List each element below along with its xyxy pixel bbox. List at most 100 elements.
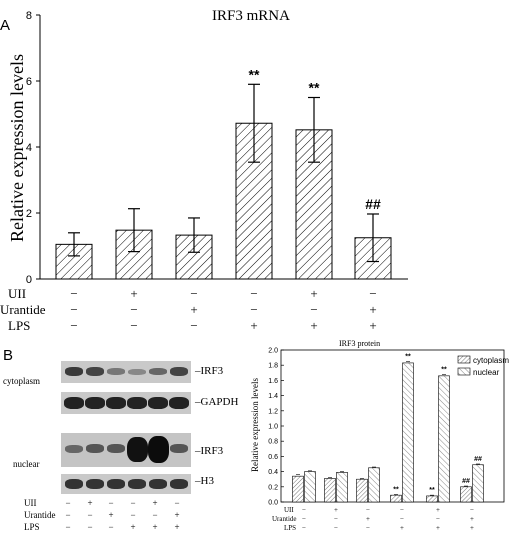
- blot-treatment-sign: −: [152, 510, 157, 520]
- blot-treatment-label: UII: [24, 498, 37, 508]
- chart-b-treatment-sign: +: [400, 524, 404, 532]
- chart-b-treatment-sign: −: [470, 506, 474, 514]
- treatment-sign: +: [369, 302, 376, 317]
- chart-b-treatment-sign: −: [366, 524, 370, 532]
- chart-a-ytick-label: 2: [26, 208, 32, 220]
- blot-band-label-irf3-nuc: –IRF3: [194, 445, 224, 457]
- chart-b-treatment-sign: +: [334, 506, 338, 514]
- chart-b-ytick-label: 0.0: [268, 500, 278, 507]
- bar-nuclear: [472, 464, 484, 503]
- significance-label: **: [249, 66, 260, 82]
- chart-b-treatment-sign: +: [436, 524, 440, 532]
- blot-treatment-sign: −: [108, 498, 113, 508]
- treatment-sign: −: [190, 286, 197, 301]
- bar-nuclear: [368, 467, 380, 503]
- bar-cytoplasm: [356, 478, 368, 503]
- blot-row-label-cytoplasm: cytoplasm: [3, 376, 40, 386]
- blot-treatment-table: UII − + − − + −Urantide − − + − − +LPS − − − + + +: [24, 498, 180, 532]
- chart-b-treatment-label: Urantide: [272, 515, 297, 523]
- significance-label: **: [405, 353, 411, 360]
- chart-a-ylabel: Relative expression levels: [7, 54, 27, 242]
- bar-cytoplasm: [460, 486, 472, 503]
- bar-nuclear: [336, 472, 348, 503]
- blot-gapdh: [61, 392, 191, 414]
- blot-treatment-label: Urantide: [24, 510, 56, 520]
- chart-a-treatment-table: UII − + − − + −Urantide − − + − − +LPS − − − + + +: [0, 286, 377, 333]
- treatment-sign: −: [250, 302, 257, 317]
- significance-label: ##: [365, 196, 381, 212]
- treatment-label: UII: [8, 286, 26, 301]
- blot-irf3-cytoplasm: [61, 361, 191, 383]
- chart-b-treatment-sign: +: [470, 515, 474, 523]
- chart-b-treatment-sign: −: [400, 515, 404, 523]
- chart-b-ytick-label: 0.6: [268, 454, 278, 461]
- chart-b-legend: cytoplasm nuclear: [457, 355, 509, 377]
- panel-b-letter: B: [3, 347, 13, 364]
- treatment-sign: −: [369, 286, 376, 301]
- significance-label: **: [393, 486, 399, 493]
- significance-label: **: [429, 487, 435, 494]
- blot-treatment-label: LPS: [24, 522, 40, 532]
- treatment-sign: +: [369, 318, 376, 333]
- chart-b-treatment-sign: +: [470, 524, 474, 532]
- blot-band-label-gapdh: –GAPDH: [194, 396, 238, 408]
- significance-label: **: [441, 366, 447, 373]
- chart-a-axes: 0 2 4 6 8: [26, 10, 408, 286]
- blot-treatment-sign: +: [108, 510, 113, 520]
- significance-label: ##: [462, 478, 470, 485]
- blot-treatment-sign: +: [152, 498, 157, 508]
- chart-b-ylabel: Relative expression levels: [250, 378, 260, 472]
- chart-b-axes: 0.0 0.2 0.4 0.6 0.8 1.0 1.2 1.4 1.6 1.8 2.0: [268, 348, 505, 507]
- blot-band-label-irf3-cyto: –IRF3: [194, 365, 224, 377]
- chart-b-ytick-label: 0.2: [268, 484, 278, 491]
- blot-treatment-sign: −: [87, 510, 92, 520]
- chart-b-ytick-label: 1.8: [268, 363, 278, 370]
- chart-a-ytick-label: 4: [26, 142, 32, 154]
- bar-cytoplasm: [390, 494, 402, 503]
- chart-b-ytick-label: 2.0: [268, 348, 278, 355]
- chart-b-treatment-label: LPS: [284, 524, 296, 532]
- treatment-sign: −: [70, 286, 77, 301]
- chart-b-treatment-sign: −: [302, 524, 306, 532]
- legend-swatch-nuclear: [457, 367, 471, 376]
- chart-b-treatment-sign: −: [334, 515, 338, 523]
- chart-b-ytick-label: 0.4: [268, 469, 278, 476]
- treatment-sign: −: [130, 318, 137, 333]
- treatment-sign: −: [70, 318, 77, 333]
- chart-b-ytick-label: 1.0: [268, 424, 278, 431]
- chart-b-ytick-label: 1.2: [268, 408, 278, 415]
- blot-treatment-sign: −: [130, 510, 135, 520]
- legend-label-nuclear: nuclear: [473, 368, 500, 377]
- chart-a-title: IRF3 mRNA: [212, 8, 290, 24]
- blot-treatment-sign: +: [152, 522, 157, 532]
- chart-a-bars: ** ** ##: [55, 66, 392, 280]
- bar-cytoplasm: [426, 495, 438, 503]
- blot-treatment-sign: −: [108, 522, 113, 532]
- chart-b-treatment-sign: −: [334, 524, 338, 532]
- blot-band-label-h3: –H3: [194, 475, 214, 487]
- blot-treatment-sign: −: [130, 498, 135, 508]
- chart-b-ytick-label: 1.6: [268, 378, 278, 385]
- bar-nuclear: [304, 471, 316, 503]
- significance-label: ##: [474, 456, 482, 463]
- blot-treatment-sign: +: [174, 510, 179, 520]
- blot-treatment-sign: −: [87, 522, 92, 532]
- chart-b-ytick-label: 0.8: [268, 439, 278, 446]
- chart-a-ytick-label: 6: [26, 76, 32, 88]
- chart-b-treatment-sign: −: [436, 515, 440, 523]
- treatment-sign: −: [310, 302, 317, 317]
- treatment-sign: −: [250, 286, 257, 301]
- blot-treatment-sign: +: [130, 522, 135, 532]
- treatment-sign: +: [310, 318, 317, 333]
- chart-a-ytick-label: 0: [26, 274, 32, 286]
- blot-h3: [61, 474, 191, 494]
- blot-irf3-nuclear: [61, 433, 191, 467]
- chart-b-treatment-sign: +: [436, 506, 440, 514]
- chart-b-treatment-sign: −: [366, 506, 370, 514]
- chart-b-bars: ** ** ** ** ## ##: [292, 353, 484, 503]
- blot-treatment-sign: −: [65, 498, 70, 508]
- chart-b-treatment-sign: −: [400, 506, 404, 514]
- blot-row-label-nuclear: nuclear: [13, 459, 39, 469]
- treatment-label: Urantide: [0, 302, 46, 317]
- chart-b-title: IRF3 protein: [339, 339, 380, 348]
